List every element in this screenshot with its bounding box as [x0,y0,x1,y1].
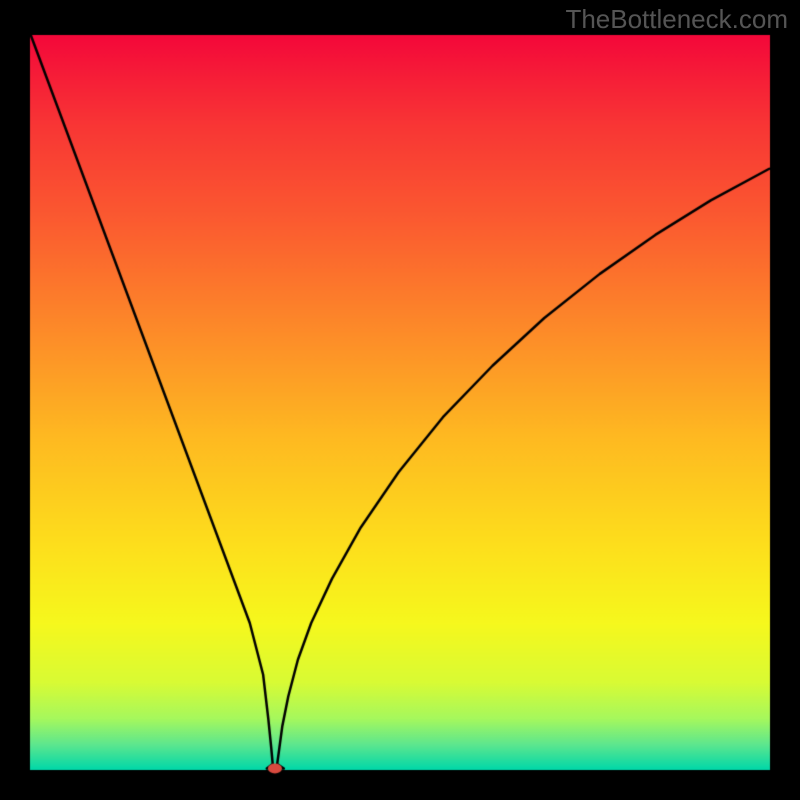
watermark-text: TheBottleneck.com [565,4,788,35]
bottleneck-chart [0,0,800,800]
